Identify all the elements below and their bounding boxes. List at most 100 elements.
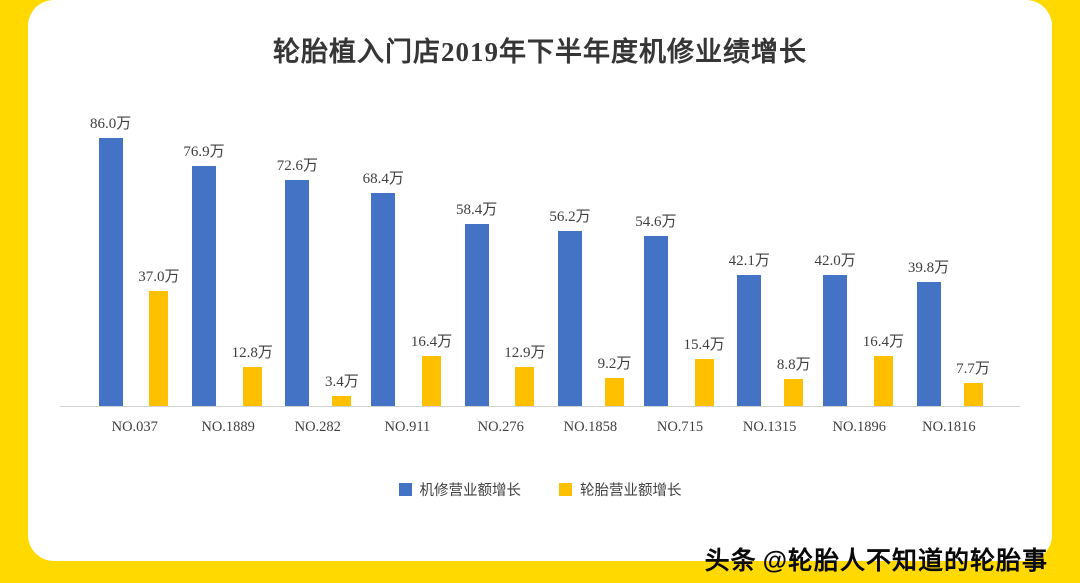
- legend-item: 轮胎营业额增长: [559, 479, 682, 500]
- bar-column: 54.6万: [635, 210, 677, 407]
- bar-group: 39.8万 7.7万 NO.1816: [908, 95, 990, 441]
- category-label: NO.282: [294, 419, 341, 435]
- bars-pair: 58.4万 12.9万: [456, 95, 546, 407]
- value-label: 12.9万: [504, 345, 546, 361]
- category-label: NO.1889: [201, 419, 255, 435]
- value-label: 58.4万: [456, 202, 498, 218]
- bar-group: 42.0万 16.4万 NO.1896: [815, 95, 905, 441]
- tire-revenue-bar: [605, 378, 625, 407]
- repair-revenue-bar: [916, 282, 941, 407]
- bar-group: 58.4万 12.9万 NO.276: [456, 95, 546, 441]
- bars-pair: 72.6万 3.4万: [277, 95, 359, 407]
- category-label: NO.1896: [832, 419, 887, 435]
- tire-revenue-bar: [515, 367, 535, 407]
- value-label: 16.4万: [862, 334, 905, 350]
- category-label: NO.911: [384, 419, 431, 435]
- bar-column: 15.4万: [684, 333, 725, 407]
- value-label: 37.0万: [138, 269, 180, 285]
- category-label: NO.1315: [742, 419, 797, 435]
- value-label: 56.2万: [549, 209, 591, 225]
- repair-revenue-bar: [558, 231, 582, 407]
- value-label: 3.4万: [325, 374, 359, 390]
- bar-column: 37.0万: [138, 265, 180, 407]
- bar-column: 42.0万: [815, 249, 856, 407]
- tire-revenue-bar: [873, 356, 893, 407]
- chart-legend: 机修营业额增长 轮胎营业额增长: [60, 479, 1020, 500]
- tire-revenue-bar: [784, 379, 804, 407]
- tire-revenue-bar: [332, 396, 352, 407]
- bar-group: 76.9万 12.8万 NO.1889: [183, 95, 273, 441]
- value-label: 72.6万: [276, 158, 319, 174]
- bar-column: 68.4万: [363, 167, 404, 407]
- bar-group: 86.0万 37.0万 NO.037: [90, 95, 180, 441]
- bars-pair: 42.1万 8.8万: [729, 95, 811, 407]
- bar-column: 76.9万: [183, 140, 225, 407]
- watermark-handle: @轮胎人不知道的轮胎事: [762, 547, 1048, 575]
- repair-revenue-bar: [285, 180, 310, 407]
- value-label: 8.8万: [776, 357, 811, 373]
- legend-label: 轮胎营业额增长: [580, 483, 682, 499]
- bar-column: 12.9万: [504, 341, 546, 407]
- chart-title: 轮胎植入门店2019年下半年度机修业绩增长: [273, 37, 807, 67]
- category-label: NO.037: [111, 419, 158, 435]
- x-axis-line: [60, 406, 1020, 407]
- bar-column: 12.8万: [232, 341, 273, 407]
- value-label: 15.4万: [683, 337, 725, 353]
- plot-area: 86.0万 37.0万 NO.037 76.9万 12.8万 NO.1889 72.6万 3.…: [60, 95, 1020, 441]
- bar-group: 72.6万 3.4万 NO.282: [277, 95, 359, 441]
- category-label: NO.1858: [563, 419, 618, 435]
- repair-revenue-bar: [823, 275, 848, 407]
- legend-label: 机修营业额增长: [419, 483, 522, 499]
- value-label: 86.0万: [90, 116, 132, 132]
- bar-group: 56.2万 9.2万 NO.1858: [549, 95, 631, 441]
- bar-chart: 86.0万 37.0万 NO.037 76.9万 12.8万 NO.1889 72.6万 3.…: [60, 95, 1020, 500]
- bar-column: 42.1万: [729, 249, 770, 407]
- repair-revenue-bar: [98, 138, 123, 407]
- category-label: NO.715: [656, 419, 704, 435]
- bar-column: 86.0万: [90, 112, 131, 407]
- bars-pair: 56.2万 9.2万: [549, 95, 631, 407]
- watermark: 头条 @轮胎人不知道的轮胎事: [705, 541, 1048, 577]
- value-label: 9.2万: [597, 356, 632, 372]
- bar-group: 68.4万 16.4万 NO.911: [363, 95, 453, 441]
- value-label: 7.7万: [956, 361, 990, 377]
- repair-revenue-bar: [192, 166, 216, 407]
- bars-pair: 54.6万 15.4万: [635, 95, 725, 407]
- legend-item: 机修营业额增长: [398, 479, 522, 500]
- bar-group: 42.1万 8.8万 NO.1315: [729, 95, 811, 441]
- repair-revenue-bar: [371, 193, 396, 407]
- value-label: 76.9万: [183, 144, 225, 160]
- value-label: 42.0万: [814, 253, 856, 269]
- category-label: NO.1816: [922, 419, 976, 435]
- value-label: 16.4万: [410, 334, 453, 350]
- bars-pair: 39.8万 7.7万: [908, 95, 990, 407]
- bar-column: 16.4万: [411, 330, 452, 407]
- bar-column: 16.4万: [863, 330, 904, 407]
- bars-pair: 68.4万 16.4万: [363, 95, 452, 407]
- tire-revenue-bar: [963, 383, 983, 407]
- legend-swatch: [559, 483, 572, 496]
- repair-revenue-bar: [464, 224, 489, 407]
- value-label: 12.8万: [231, 345, 273, 361]
- bars-pair: 86.0万 37.0万: [90, 95, 180, 407]
- tire-revenue-bar: [242, 367, 262, 407]
- bars-pair: 42.0万 16.4万: [815, 95, 904, 407]
- bar-column: 7.7万: [956, 357, 990, 407]
- category-label: NO.276: [477, 419, 524, 435]
- bars-pair: 76.9万 12.8万: [183, 95, 273, 407]
- chart-card: 轮胎植入门店2019年下半年度机修业绩增长 86.0万 37.0万 NO.037 76…: [28, 0, 1052, 561]
- repair-revenue-bar: [643, 236, 668, 407]
- value-label: 54.6万: [635, 214, 677, 230]
- tire-revenue-bar: [694, 359, 714, 407]
- tire-revenue-bar: [422, 356, 442, 407]
- watermark-brand: 头条: [704, 547, 757, 575]
- legend-swatch: [398, 483, 412, 496]
- bar-column: 3.4万: [325, 370, 359, 407]
- value-label: 39.8万: [907, 260, 950, 276]
- bar-column: 72.6万: [277, 154, 318, 407]
- value-label: 68.4万: [362, 171, 404, 187]
- bar-column: 39.8万: [908, 256, 949, 407]
- bar-column: 9.2万: [597, 352, 632, 407]
- bar-column: 8.8万: [777, 353, 811, 407]
